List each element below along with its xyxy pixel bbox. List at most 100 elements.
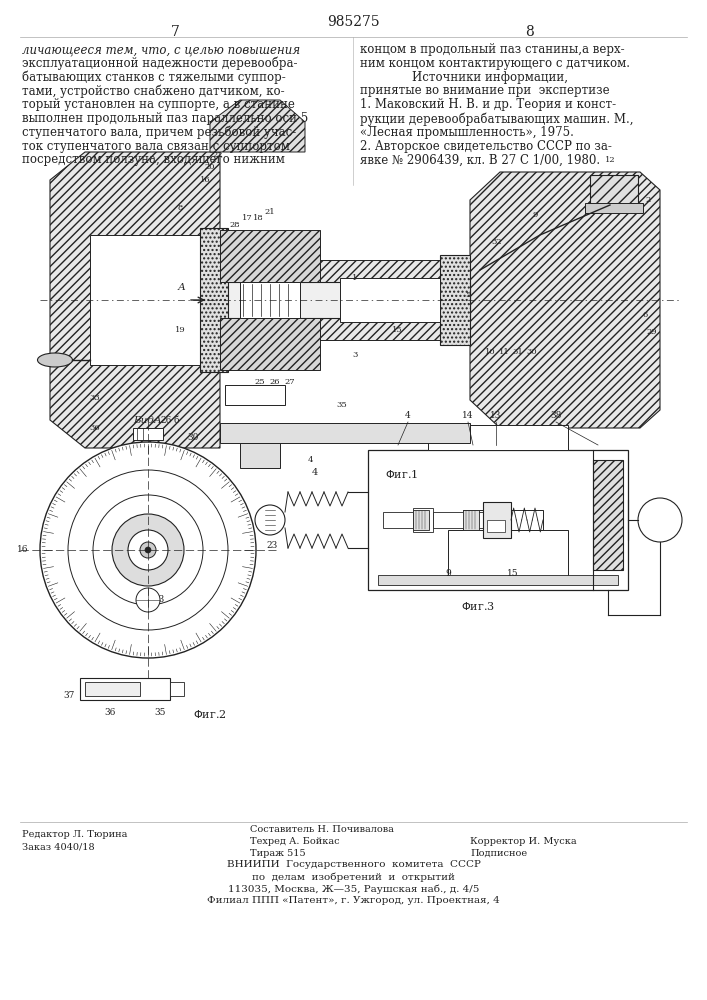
Text: 2. Авторское свидетельство СССР по за-: 2. Авторское свидетельство СССР по за- bbox=[360, 140, 612, 153]
Polygon shape bbox=[50, 152, 220, 448]
Text: Составитель Н. Почивалова: Составитель Н. Почивалова bbox=[250, 825, 394, 834]
Polygon shape bbox=[470, 172, 660, 428]
Bar bbox=[80, 678, 170, 700]
Text: Корректор И. Муска: Корректор И. Муска bbox=[470, 837, 577, 846]
Text: 18: 18 bbox=[252, 214, 264, 222]
Text: 26: 26 bbox=[270, 378, 280, 386]
Text: 35: 35 bbox=[337, 401, 347, 409]
Text: 985275: 985275 bbox=[327, 15, 380, 29]
Text: 14: 14 bbox=[462, 411, 474, 420]
Bar bbox=[463, 510, 543, 530]
Polygon shape bbox=[210, 100, 305, 152]
Text: 4: 4 bbox=[308, 456, 312, 464]
Text: личающееся тем, что, с целью повышения: личающееся тем, что, с целью повышения bbox=[22, 43, 300, 56]
Text: 9: 9 bbox=[532, 211, 538, 219]
Text: 33: 33 bbox=[90, 394, 100, 402]
Text: рукции деревообрабатывающих машин. М.,: рукции деревообрабатывающих машин. М., bbox=[360, 112, 633, 125]
Text: 16: 16 bbox=[16, 546, 28, 554]
Text: $\Phi$иг.2: $\Phi$иг.2 bbox=[193, 708, 226, 720]
Text: 26: 26 bbox=[160, 416, 172, 425]
Bar bbox=[378, 575, 618, 585]
Bar bbox=[240, 443, 280, 468]
Text: 19: 19 bbox=[175, 326, 185, 334]
Text: А: А bbox=[177, 283, 185, 292]
Text: Подписное: Подписное bbox=[470, 849, 527, 858]
Bar bbox=[90, 235, 220, 365]
Bar bbox=[220, 282, 470, 318]
Text: концом в продольный паз станины,а верх-: концом в продольный паз станины,а верх- bbox=[360, 43, 624, 56]
Text: 30: 30 bbox=[187, 432, 199, 442]
Bar bbox=[483, 502, 511, 538]
Text: +: + bbox=[147, 431, 153, 437]
Text: +: + bbox=[137, 431, 143, 437]
Text: 30: 30 bbox=[527, 348, 537, 356]
Bar bbox=[340, 278, 440, 322]
Text: принятые во внимание при  экспертизе: принятые во внимание при экспертизе bbox=[360, 84, 609, 97]
Text: 1: 1 bbox=[152, 538, 158, 546]
Text: 1. Маковский Н. В. и др. Теория и конст-: 1. Маковский Н. В. и др. Теория и конст- bbox=[360, 98, 616, 111]
Text: ВНИИПИ  Государственного  комитета  СССР: ВНИИПИ Государственного комитета СССР bbox=[226, 860, 481, 869]
Circle shape bbox=[140, 542, 156, 558]
Text: 36: 36 bbox=[105, 708, 116, 717]
Text: 2: 2 bbox=[645, 196, 650, 204]
Bar bbox=[225, 385, 285, 405]
Text: 12: 12 bbox=[604, 156, 615, 164]
Bar bbox=[133, 428, 163, 440]
Text: явке № 2906439, кл. В 27 С 1/00, 1980.: явке № 2906439, кл. В 27 С 1/00, 1980. bbox=[360, 153, 600, 166]
Text: торый установлен на суппорте, а в станине: торый установлен на суппорте, а в станин… bbox=[22, 98, 295, 111]
Bar bbox=[220, 318, 320, 370]
Text: б: б bbox=[173, 416, 179, 425]
Bar bbox=[383, 512, 413, 528]
Text: 21: 21 bbox=[264, 208, 275, 216]
Circle shape bbox=[638, 498, 682, 542]
Text: «Лесная промышленность», 1975.: «Лесная промышленность», 1975. bbox=[360, 126, 574, 139]
Circle shape bbox=[136, 588, 160, 612]
Text: 23: 23 bbox=[266, 540, 277, 550]
Bar bbox=[85, 682, 140, 696]
Text: ВидА: ВидА bbox=[134, 416, 163, 425]
Bar bbox=[433, 512, 493, 528]
Bar bbox=[413, 510, 429, 530]
Bar bbox=[240, 282, 300, 318]
Text: $\Phi$иг.1: $\Phi$иг.1 bbox=[385, 468, 418, 480]
Text: 22: 22 bbox=[213, 151, 223, 159]
Text: по  делам  изобретений  и  открытий: по делам изобретений и открытий bbox=[252, 872, 455, 882]
Text: посредством ползуна, входящего нижним: посредством ползуна, входящего нижним bbox=[22, 153, 285, 166]
Circle shape bbox=[40, 442, 256, 658]
Text: 5: 5 bbox=[465, 291, 471, 299]
Circle shape bbox=[93, 495, 203, 605]
Text: 27: 27 bbox=[285, 378, 296, 386]
Bar bbox=[170, 682, 184, 696]
Text: Тираж 515: Тираж 515 bbox=[250, 849, 305, 858]
Bar bbox=[593, 460, 623, 570]
Text: Источники информации,: Источники информации, bbox=[412, 71, 568, 84]
Text: 15: 15 bbox=[392, 326, 402, 334]
Bar bbox=[428, 425, 568, 450]
Text: 15: 15 bbox=[507, 569, 519, 578]
Bar bbox=[440, 255, 470, 345]
Text: 10: 10 bbox=[485, 348, 496, 356]
Bar bbox=[585, 203, 643, 213]
Circle shape bbox=[68, 470, 228, 630]
Bar bbox=[200, 228, 228, 372]
Bar bbox=[220, 423, 470, 443]
Text: 11: 11 bbox=[498, 348, 509, 356]
Circle shape bbox=[145, 547, 151, 553]
Bar bbox=[487, 520, 505, 532]
Text: выполнен продольный паз параллельно оси 5: выполнен продольный паз параллельно оси … bbox=[22, 112, 308, 125]
Circle shape bbox=[112, 514, 184, 586]
Bar bbox=[320, 260, 470, 340]
Text: 31: 31 bbox=[513, 348, 523, 356]
Circle shape bbox=[128, 530, 168, 570]
Text: 4: 4 bbox=[312, 468, 318, 477]
Text: Заказ 4040/18: Заказ 4040/18 bbox=[22, 842, 95, 851]
Ellipse shape bbox=[37, 353, 73, 367]
Text: ступенчатого вала, причем резьбовой учас-: ступенчатого вала, причем резьбовой учас… bbox=[22, 126, 296, 139]
Text: 35: 35 bbox=[154, 708, 165, 717]
Text: 32: 32 bbox=[491, 238, 502, 246]
Text: 38: 38 bbox=[550, 411, 561, 420]
Text: $\Phi$иг.3: $\Phi$иг.3 bbox=[461, 600, 495, 612]
Text: ток ступенчатого вала связан с суппортом: ток ступенчатого вала связан с суппортом bbox=[22, 140, 290, 153]
Bar bbox=[463, 510, 479, 530]
Text: 25: 25 bbox=[255, 378, 265, 386]
